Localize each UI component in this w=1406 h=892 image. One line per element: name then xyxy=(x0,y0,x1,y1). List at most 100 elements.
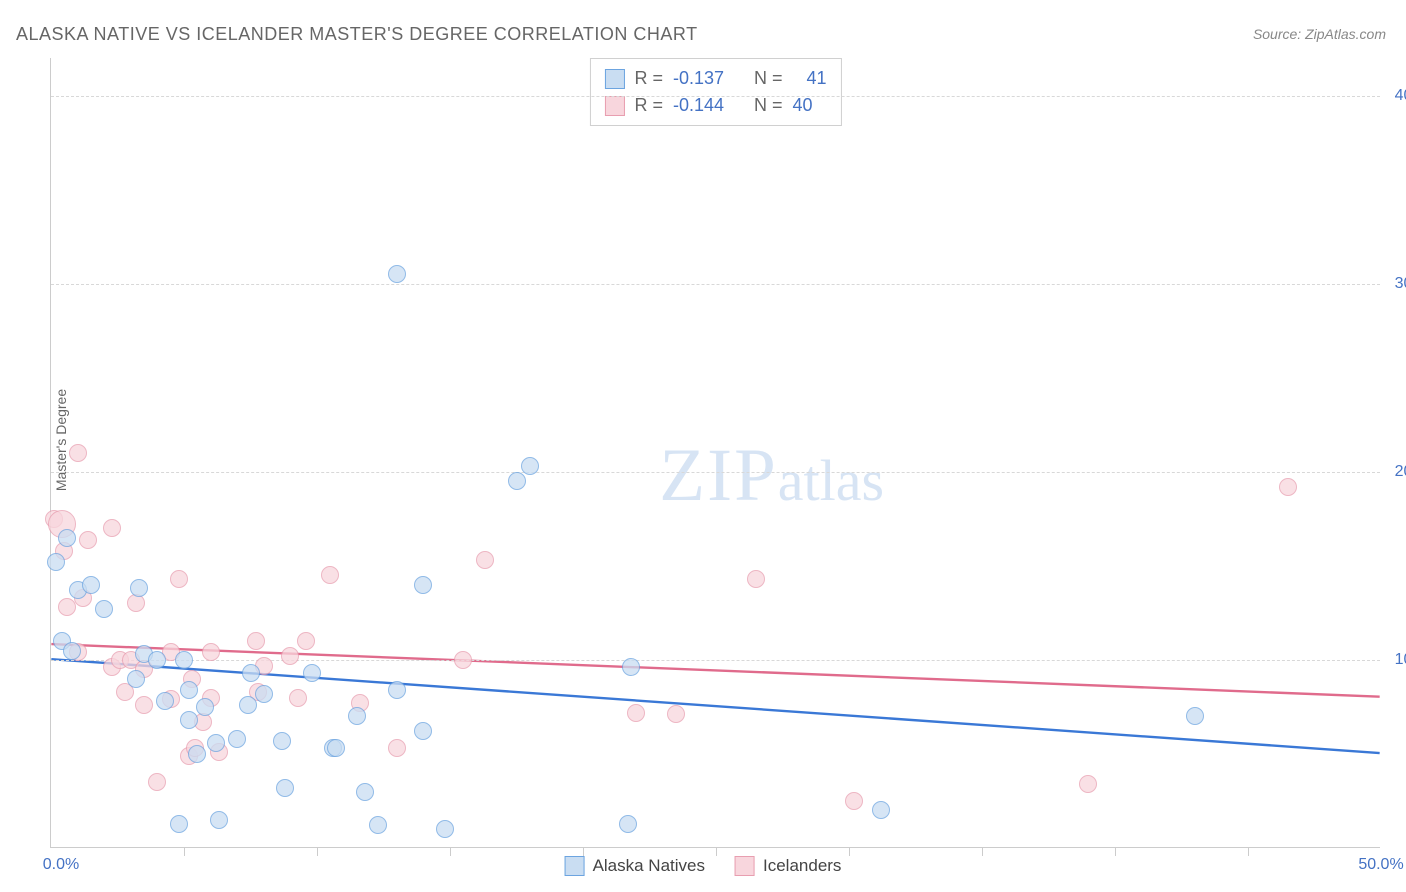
data-point-blue xyxy=(180,711,198,729)
stats-row-pink: R = -0.144 N = 40 xyxy=(604,92,826,119)
scatter-chart: ZIPatlas R = -0.137 N = 41 R = -0.144 N … xyxy=(50,58,1380,848)
stats-label-r: R = xyxy=(634,92,663,119)
data-point-blue xyxy=(196,698,214,716)
data-point-blue xyxy=(82,576,100,594)
legend-item-pink: Icelanders xyxy=(735,856,841,876)
data-point-pink xyxy=(747,570,765,588)
data-point-blue xyxy=(47,553,65,571)
data-point-blue xyxy=(388,681,406,699)
stats-value-r-blue: -0.137 xyxy=(673,65,724,92)
legend-label: Icelanders xyxy=(763,856,841,876)
y-tick-label: 30.0% xyxy=(1385,275,1406,293)
data-point-blue xyxy=(356,783,374,801)
data-point-pink xyxy=(627,704,645,722)
source-credit: Source: ZipAtlas.com xyxy=(1253,26,1386,42)
legend: Alaska Natives Icelanders xyxy=(565,856,842,876)
x-tick-mark xyxy=(317,848,318,856)
data-point-blue xyxy=(1186,707,1204,725)
data-point-blue xyxy=(619,815,637,833)
data-point-blue xyxy=(348,707,366,725)
stats-label-n: N = xyxy=(754,92,783,119)
data-point-pink xyxy=(69,444,87,462)
stats-row-blue: R = -0.137 N = 41 xyxy=(604,65,826,92)
data-point-pink xyxy=(845,792,863,810)
gridline xyxy=(51,660,1380,661)
data-point-blue xyxy=(175,651,193,669)
x-tick-mark xyxy=(1248,848,1249,856)
data-point-blue xyxy=(521,457,539,475)
x-tick-mark xyxy=(1115,848,1116,856)
data-point-blue xyxy=(239,696,257,714)
data-point-blue xyxy=(188,745,206,763)
data-point-pink xyxy=(281,647,299,665)
swatch-blue xyxy=(565,856,585,876)
data-point-pink xyxy=(476,551,494,569)
data-point-blue xyxy=(273,732,291,750)
stats-box: R = -0.137 N = 41 R = -0.144 N = 40 xyxy=(589,58,841,126)
data-point-blue xyxy=(622,658,640,676)
data-point-blue xyxy=(327,739,345,757)
data-point-blue xyxy=(508,472,526,490)
data-point-blue xyxy=(180,681,198,699)
data-point-blue xyxy=(388,265,406,283)
gridline xyxy=(51,472,1380,473)
swatch-pink xyxy=(604,96,624,116)
data-point-pink xyxy=(321,566,339,584)
data-point-blue xyxy=(436,820,454,838)
trend-lines xyxy=(51,58,1380,847)
data-point-pink xyxy=(454,651,472,669)
data-point-blue xyxy=(210,811,228,829)
data-point-blue xyxy=(170,815,188,833)
data-point-blue xyxy=(276,779,294,797)
data-point-blue xyxy=(63,642,81,660)
data-point-pink xyxy=(297,632,315,650)
data-point-blue xyxy=(58,529,76,547)
data-point-blue xyxy=(414,576,432,594)
data-point-blue xyxy=(130,579,148,597)
data-point-blue xyxy=(414,722,432,740)
data-point-pink xyxy=(135,696,153,714)
data-point-blue xyxy=(255,685,273,703)
data-point-pink xyxy=(388,739,406,757)
x-tick-mark xyxy=(450,848,451,856)
data-point-pink xyxy=(1079,775,1097,793)
data-point-pink xyxy=(667,705,685,723)
data-point-pink xyxy=(202,643,220,661)
stats-label-n: N = xyxy=(754,65,783,92)
data-point-pink xyxy=(247,632,265,650)
x-tick-label: 0.0% xyxy=(43,856,79,874)
legend-item-blue: Alaska Natives xyxy=(565,856,705,876)
data-point-blue xyxy=(303,664,321,682)
x-tick-mark xyxy=(849,848,850,856)
data-point-pink xyxy=(148,773,166,791)
x-tick-mark xyxy=(982,848,983,856)
legend-label: Alaska Natives xyxy=(593,856,705,876)
data-point-blue xyxy=(872,801,890,819)
y-tick-label: 10.0% xyxy=(1385,651,1406,669)
stats-value-r-pink: -0.144 xyxy=(673,92,724,119)
x-tick-mark xyxy=(583,848,584,856)
stats-label-r: R = xyxy=(634,65,663,92)
swatch-blue xyxy=(604,69,624,89)
data-point-blue xyxy=(156,692,174,710)
data-point-blue xyxy=(95,600,113,618)
gridline xyxy=(51,284,1380,285)
watermark: ZIPatlas xyxy=(659,433,884,519)
stats-value-n-pink: 40 xyxy=(793,92,813,119)
data-point-blue xyxy=(148,651,166,669)
stats-value-n-blue: 41 xyxy=(807,65,827,92)
data-point-pink xyxy=(289,689,307,707)
data-point-blue xyxy=(369,816,387,834)
data-point-blue xyxy=(228,730,246,748)
y-tick-label: 20.0% xyxy=(1385,463,1406,481)
chart-title: ALASKA NATIVE VS ICELANDER MASTER'S DEGR… xyxy=(16,24,698,45)
data-point-pink xyxy=(58,598,76,616)
x-tick-mark xyxy=(184,848,185,856)
x-tick-label: 50.0% xyxy=(1358,856,1403,874)
data-point-blue xyxy=(207,734,225,752)
data-point-pink xyxy=(1279,478,1297,496)
swatch-pink xyxy=(735,856,755,876)
data-point-pink xyxy=(103,519,121,537)
data-point-pink xyxy=(79,531,97,549)
y-tick-label: 40.0% xyxy=(1385,87,1406,105)
